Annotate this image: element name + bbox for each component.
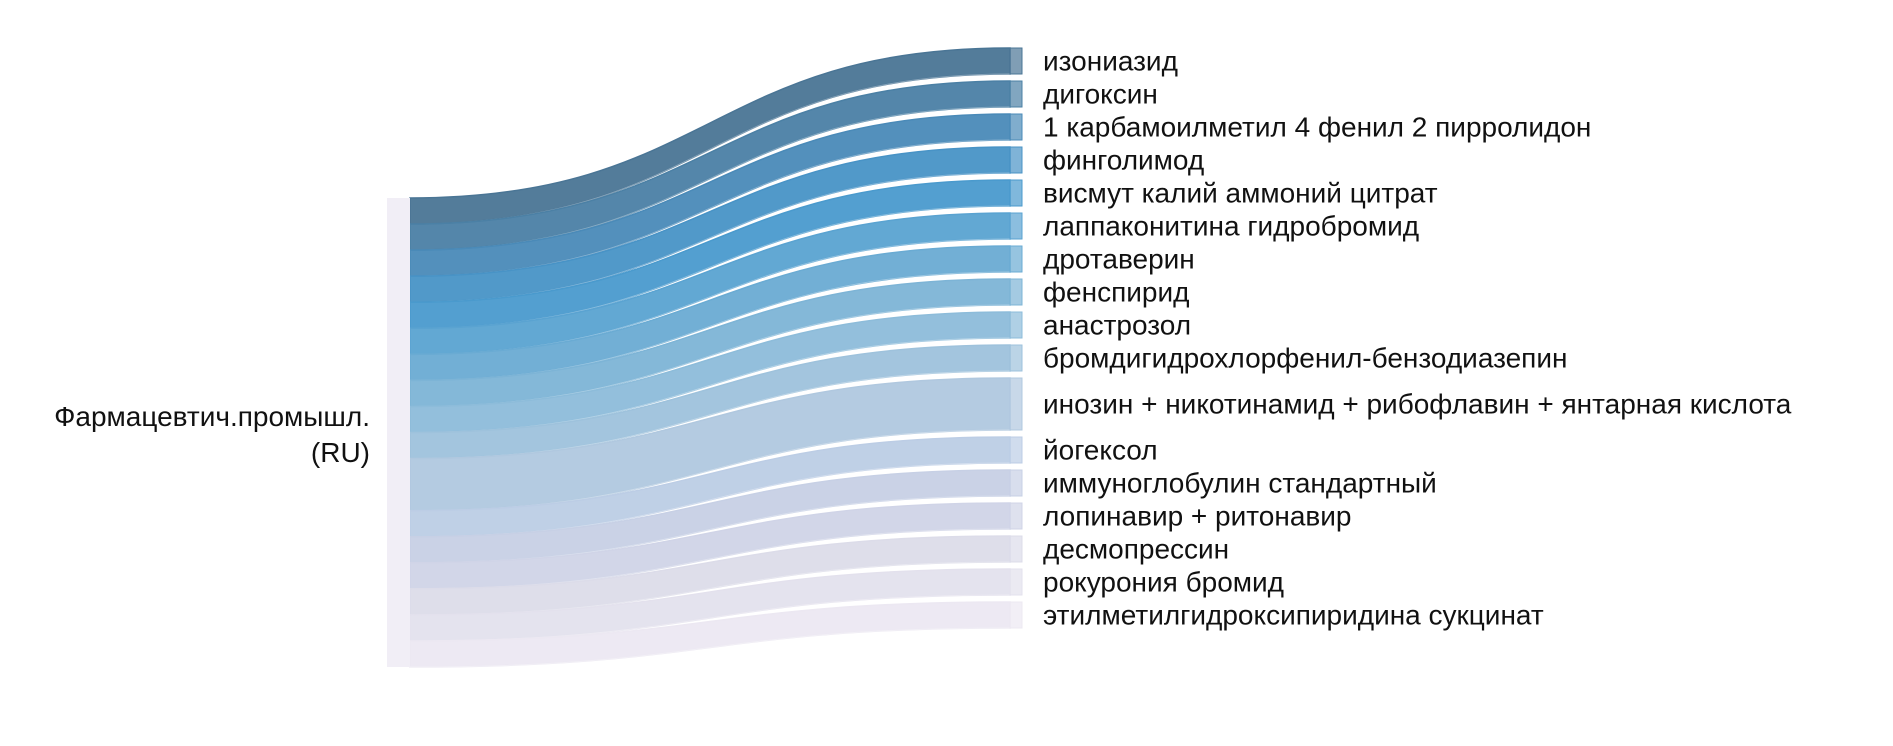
target-node-bar [1009, 212, 1023, 240]
target-node-label: анастрозол [1043, 310, 1191, 341]
target-node-label: лопинавир + ритонавир [1043, 501, 1351, 532]
target-node-bar [1009, 436, 1023, 464]
node-group [387, 47, 1023, 667]
source-label-line1: Фармацевтич.промышл. [54, 401, 370, 432]
link-group [409, 47, 1011, 668]
target-node-bar [1009, 601, 1023, 629]
sankey-link-edge [409, 627, 1011, 668]
target-node-label: висмут калий аммоний цитрат [1043, 178, 1438, 209]
target-node-label: фенспирид [1043, 277, 1189, 308]
target-node-label: дротаверин [1043, 244, 1195, 275]
target-node-bar [1009, 179, 1023, 207]
target-node-bar [1009, 278, 1023, 306]
target-node-bar [1009, 47, 1023, 75]
target-node-label: этилметилгидроксипиридина сукцинат [1043, 600, 1544, 631]
target-node-label: лаппаконитина гидробромид [1043, 211, 1419, 242]
target-node-label: изониазид [1043, 46, 1178, 77]
source-node-label: Фармацевтич.промышл. (RU) [0, 399, 370, 471]
target-node-label: 1 карбамоилметил 4 фенил 2 пирролидон [1043, 112, 1591, 143]
source-label-line2: (RU) [310, 437, 370, 468]
target-node-bar [1009, 311, 1023, 339]
target-node-bar [1009, 245, 1023, 273]
target-node-bar [1009, 377, 1023, 431]
target-node-bar [1009, 80, 1023, 108]
target-node-label: дигоксин [1043, 79, 1158, 110]
target-node-bar [1009, 535, 1023, 563]
target-node-label: финголимод [1043, 145, 1204, 176]
target-node-bar [1009, 344, 1023, 372]
target-node-bar [1009, 568, 1023, 596]
target-node-bar [1009, 469, 1023, 497]
target-node-label: десмопрессин [1043, 534, 1229, 565]
target-node-bar [1009, 146, 1023, 174]
target-node-label: рокурония бромид [1043, 567, 1284, 598]
target-node-label: инозин + никотинамид + рибофлавин + янта… [1043, 389, 1792, 420]
target-node-bar [1009, 113, 1023, 141]
target-node-label: йогексол [1043, 435, 1158, 466]
source-node-bar [387, 198, 410, 667]
target-node-label: иммуноглобулин стандартный [1043, 468, 1437, 499]
target-node-bar [1009, 502, 1023, 530]
target-node-label: бромдигидрохлорфенил-бензодиазепин [1043, 343, 1567, 374]
